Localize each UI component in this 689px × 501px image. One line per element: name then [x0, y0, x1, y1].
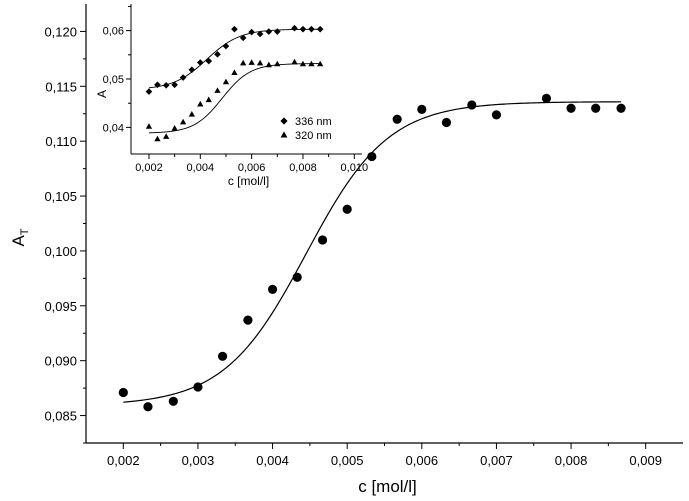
y-tick-label: 0,115 — [45, 79, 77, 94]
inset-data-point — [239, 34, 247, 42]
data-point — [616, 103, 626, 113]
x-tick-label: 0,009 — [629, 453, 662, 468]
data-point — [591, 103, 601, 113]
legend-marker — [280, 131, 288, 138]
data-point — [317, 235, 328, 245]
x-tick-label: 0,008 — [555, 453, 588, 468]
inset-data-point — [197, 100, 204, 107]
data-point — [267, 284, 278, 294]
data-point — [193, 382, 203, 392]
inset-data-point — [265, 61, 272, 68]
y-tick-label: 0,120 — [44, 24, 77, 39]
inset-data-point — [274, 60, 281, 67]
x-tick-label: 0,002 — [107, 453, 140, 468]
inset-data-point — [179, 74, 187, 81]
inset-data-point — [248, 28, 255, 36]
x-tick-label: 0,007 — [480, 453, 513, 468]
legend-marker — [280, 117, 288, 125]
main-chart: 0,002 0,003 0,004 0,005 0,006 0,007 0,008 0,009… — [9, 4, 683, 496]
data-point — [392, 114, 402, 124]
data-point — [541, 93, 552, 103]
inset-data-point — [171, 125, 178, 131]
inset-x-tick-label: 0,002 — [135, 162, 163, 174]
inset-data-point — [145, 88, 153, 95]
data-point — [292, 272, 302, 282]
inset-data-point — [154, 135, 161, 142]
inset-data-point — [154, 81, 161, 89]
data-point — [441, 117, 452, 128]
inset-data-point — [162, 81, 170, 89]
inset-x-axis-title: c [mol/l] — [228, 174, 269, 188]
y-axis-title-subscript: T — [19, 228, 31, 235]
inset-data-point — [188, 111, 195, 117]
inset-x-tick-label: 0,006 — [238, 162, 266, 174]
inset-data-point — [308, 60, 315, 67]
inset-data-point — [145, 123, 153, 129]
inset-data-point — [317, 60, 324, 67]
x-tick-label: 0,003 — [182, 453, 215, 468]
inset-data-point — [308, 25, 315, 33]
inset-data-point — [256, 59, 264, 66]
inset-data-point — [291, 24, 298, 32]
inset-data-point — [299, 60, 307, 67]
inset-data-point — [163, 133, 170, 139]
y-tick-label: 0,105 — [44, 189, 77, 204]
inset-data-point — [179, 118, 187, 125]
inset-y-tick-label: 0,04 — [103, 122, 124, 134]
data-point — [168, 396, 178, 406]
inset-x-tick-label: 0,010 — [341, 162, 369, 174]
inset-data-point — [265, 28, 273, 35]
inset-data-point — [197, 59, 204, 66]
inset-y-tick-label: 0,06 — [103, 26, 124, 38]
x-axis-title: c [mol/l] — [358, 477, 417, 496]
inset-data-point — [222, 78, 230, 85]
inset-data-point — [256, 30, 264, 38]
inset-data-point — [231, 25, 238, 33]
inset-data-point — [248, 59, 255, 65]
data-point — [467, 100, 477, 110]
inset-chart: 0,002 0,004 0,006 0,008 0,010 0,04 0,05 0,06 c [… — [95, 4, 368, 188]
data-point — [491, 110, 502, 120]
inset-background — [131, 4, 362, 154]
inset-y-axis-title: A — [95, 90, 109, 98]
y-axis-title-main: A — [9, 235, 28, 247]
inset-x-tick-label: 0,008 — [289, 162, 317, 174]
inset-data-point — [299, 25, 307, 33]
y-axis-title: AT — [9, 228, 31, 246]
inset-data-point — [188, 66, 196, 74]
y-tick-label: 0,085 — [44, 409, 77, 424]
inset-y-tick-label: 0,05 — [103, 74, 124, 86]
data-point — [243, 315, 253, 325]
data-point — [566, 103, 576, 113]
inset-data-point — [222, 42, 230, 50]
data-point — [217, 351, 228, 361]
inset-data-point — [214, 87, 221, 93]
data-point — [118, 387, 128, 398]
x-tick-label: 0,005 — [331, 453, 364, 468]
data-point — [417, 104, 427, 114]
inset-data-point — [231, 69, 238, 76]
inset-data-point — [205, 57, 213, 65]
inset-data-point — [205, 96, 212, 103]
x-tick-label: 0,004 — [256, 453, 289, 468]
y-tick-label: 0,090 — [44, 354, 77, 369]
legend-label: 320 nm — [295, 130, 332, 142]
y-tick-label: 0,110 — [45, 134, 77, 149]
y-tick-label: 0,100 — [44, 244, 77, 259]
data-point — [367, 151, 377, 162]
inset-data-point — [240, 59, 247, 66]
inset-data-point — [274, 28, 281, 35]
inset-data-point — [291, 58, 298, 65]
inset-fit-curve — [148, 28, 321, 89]
inset-data-point — [171, 81, 178, 89]
data-point — [143, 402, 153, 412]
inset-data-point — [214, 51, 221, 58]
inset-x-tick-label: 0,004 — [187, 162, 215, 174]
x-tick-label: 0,006 — [406, 453, 439, 468]
legend-label: 336 nm — [295, 116, 332, 128]
data-point — [342, 204, 352, 214]
inset-data-point — [316, 25, 324, 33]
y-tick-label: 0,095 — [44, 299, 77, 314]
